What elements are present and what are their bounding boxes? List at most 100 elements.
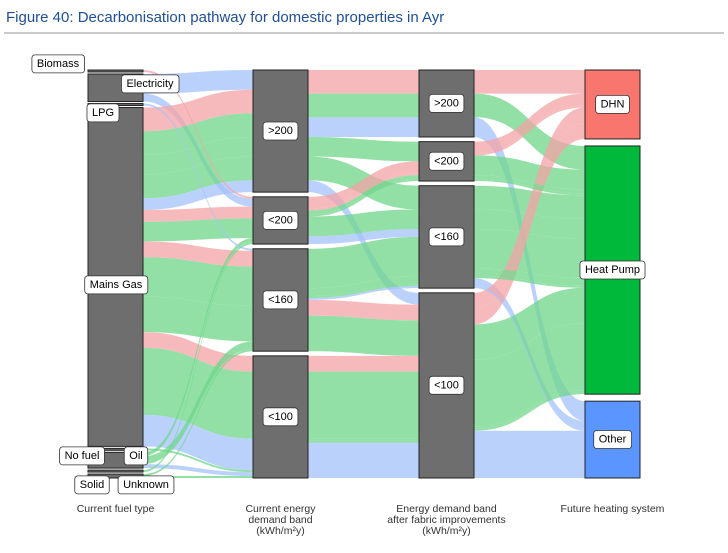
node-label: LPG [92,107,114,119]
flow [474,105,585,156]
flow [308,175,419,215]
flow [474,229,585,278]
node-label-box [31,54,85,74]
node-label: <160 [268,294,293,306]
stage-label: Current fuel type [77,503,155,515]
node-label-box [86,103,120,123]
node-label-box [84,275,149,295]
flow [308,440,419,443]
node-label: Oil [129,450,142,462]
stage-label: Energy demand band after fabric improveme… [387,503,505,537]
flow [308,180,419,305]
flow [474,70,585,94]
flow [308,93,419,118]
node-label: Solid [80,479,104,491]
flow [308,117,419,137]
flow [308,209,419,237]
node-label: >200 [434,97,459,109]
node-label: Electricity [126,78,174,90]
node-label-box [593,430,632,449]
flow [308,276,419,297]
node-label: Heat Pump [585,264,640,276]
flow [474,93,585,154]
flow [308,236,419,289]
stage-label: Future heating system [561,503,665,515]
node-label: <200 [434,155,459,167]
flow [474,474,585,478]
flow [308,70,419,94]
flow [308,442,419,475]
chart-title: Figure 40: Decarbonisation pathway for d… [6,9,444,26]
node-label-box [428,151,465,171]
flow [143,180,253,210]
flow [143,206,253,222]
flow [308,371,419,439]
stage-label-line: (kWh/m²y) [256,525,304,537]
node-label-box [262,121,299,141]
flow [308,173,419,211]
node-label-box [123,446,149,466]
flow [308,179,419,217]
node-label-box [262,290,299,310]
flow [143,296,253,342]
node-label: Biomass [37,58,80,70]
node-label-box [262,407,299,427]
flow [308,286,419,300]
node-label: DHN [601,98,625,110]
flow [474,323,585,427]
flow [474,287,585,360]
node-label-box [59,446,105,466]
node-label: No fuel [65,450,100,462]
flow [474,155,585,190]
stage-label-line: Energy demand band [396,503,497,515]
flow [474,390,585,429]
node-label-box [117,475,175,495]
flow [308,136,419,162]
flow [474,392,585,431]
flow [474,268,585,286]
stage-label-line: after fabric improvements [387,514,505,526]
node-label-box [595,94,630,114]
node-label: <100 [434,379,459,391]
node-label-box [579,260,646,280]
node-label: <160 [434,231,459,243]
node [87,469,144,473]
node-label-box [121,74,180,94]
stage-label: Current energy demand band (kWh/m²y) [245,503,316,537]
labels: Biomass Electricity LPG Mains Gas No fuel Oil… [31,54,646,495]
flow [143,341,253,465]
node [418,292,475,479]
flow [474,286,585,431]
node-label: Other [599,433,627,445]
node-label: <200 [268,214,293,226]
node-label-box [262,210,299,230]
flow [474,442,585,475]
stage-label-line: demand band [248,514,312,526]
flow [143,257,253,306]
flow [474,276,585,288]
flow [308,438,419,441]
stage-label-line: Current fuel type [77,503,155,515]
flow [143,464,253,477]
node-label-box [74,475,110,495]
flow [143,218,253,242]
flow [308,315,419,356]
node [87,69,144,73]
stage-label-line: (kWh/m²y) [422,525,470,537]
flow [474,430,585,443]
flow [143,242,253,473]
node-label-box [428,93,465,113]
flow [143,103,253,251]
flow [143,332,253,372]
node-label-box [428,227,465,247]
flow [474,175,585,194]
flow [308,474,419,478]
flow [308,161,419,209]
node-label: >200 [268,125,293,137]
flow [474,179,585,196]
node-label: Unknown [123,479,169,491]
flow [143,70,253,199]
flows [143,70,585,478]
flow [143,238,253,457]
